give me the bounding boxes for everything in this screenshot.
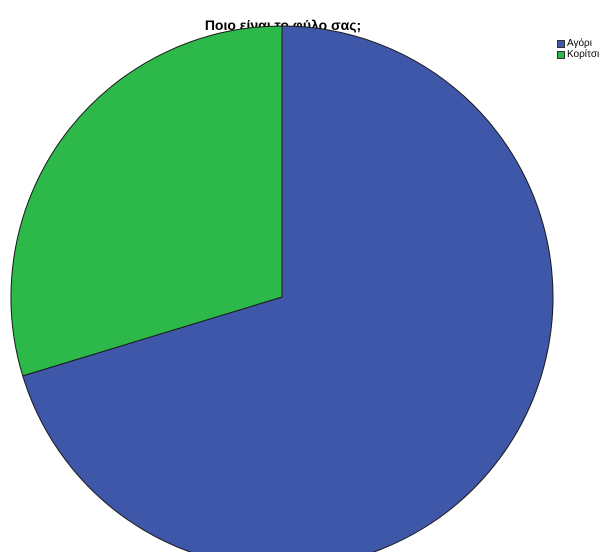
- pie-slice-koritsi: [10, 25, 283, 377]
- pie-slice-agori: [22, 25, 554, 552]
- legend-item-koritsi: Κορίτσι: [557, 49, 611, 60]
- legend-swatch-koritsi: [557, 50, 565, 59]
- legend-swatch-agori: [557, 39, 565, 48]
- legend-item-agori: Αγόρι: [557, 38, 611, 49]
- legend: Αγόρι Κορίτσι: [557, 38, 611, 60]
- legend-label-koritsi: Κορίτσι: [567, 49, 600, 60]
- legend-label-agori: Αγόρι: [567, 38, 592, 49]
